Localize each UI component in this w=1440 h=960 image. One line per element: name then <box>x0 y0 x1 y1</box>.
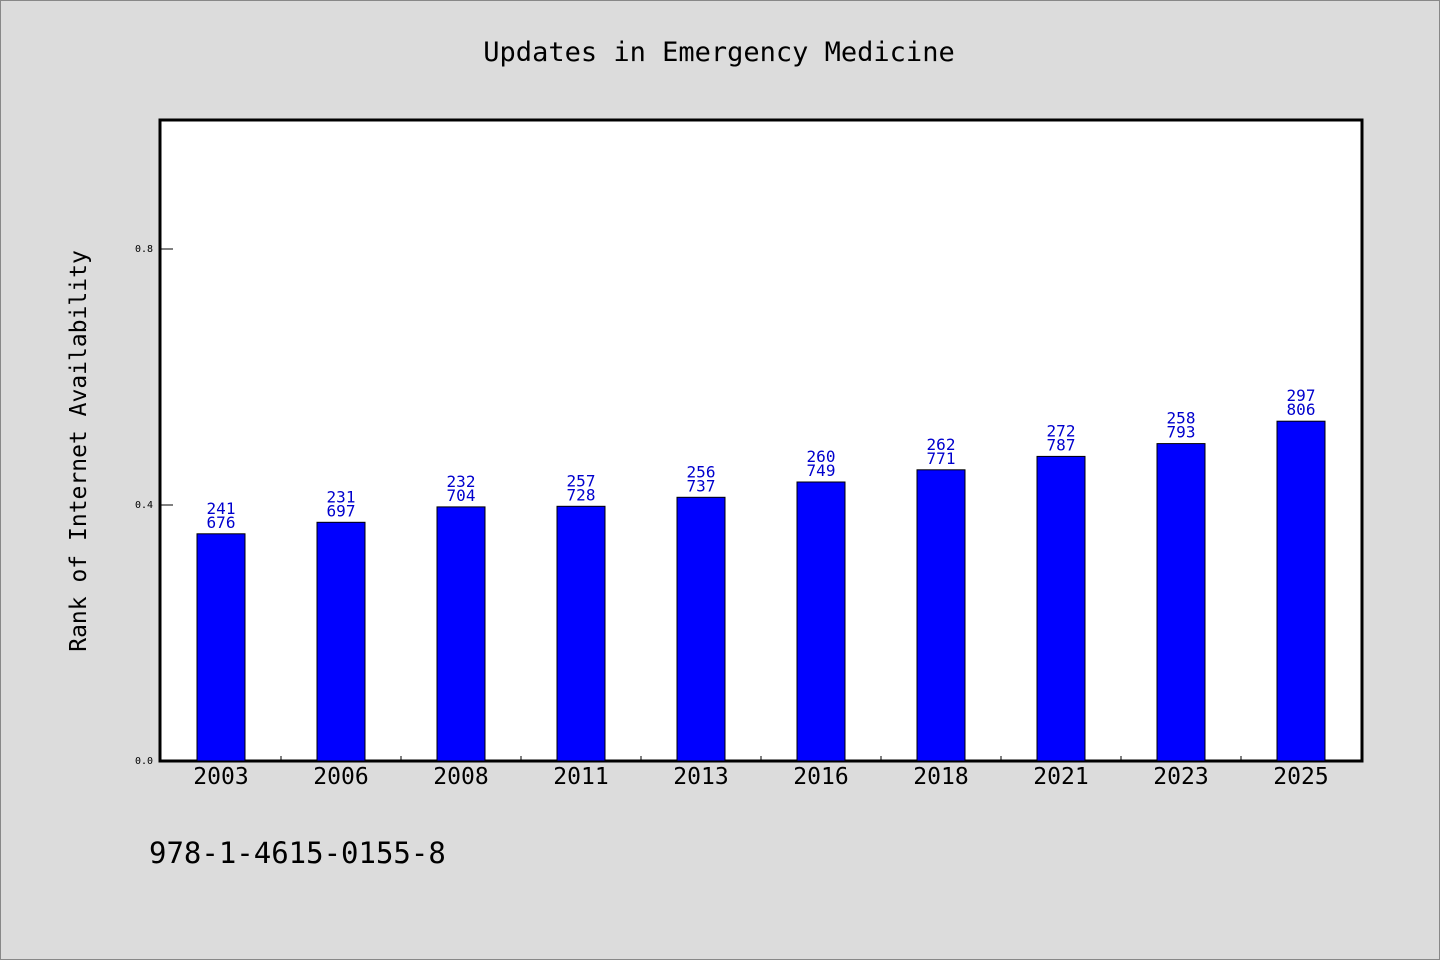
x-tick-label-2003: 2003 <box>193 764 248 790</box>
x-tick-label-2011: 2011 <box>553 764 608 790</box>
data-label-bottom-2018: 771 <box>927 449 956 468</box>
chart-title: Updates in Emergency Medicine <box>483 37 954 68</box>
bar-2025 <box>1276 420 1326 762</box>
bar-2006 <box>316 521 366 762</box>
data-label-top-2025: 297 <box>1287 386 1316 405</box>
isbn-text: 978-1-4615-0155-8 <box>149 836 446 870</box>
data-label-bottom-2006: 697 <box>327 501 356 520</box>
data-label-top-2008: 232 <box>447 472 476 491</box>
x-tick-label-2006: 2006 <box>313 764 368 790</box>
data-label-bottom-2023: 793 <box>1167 423 1196 442</box>
x-tick-label-2016: 2016 <box>793 764 848 790</box>
data-label-top-2023: 258 <box>1167 409 1196 428</box>
y-tick-label: 0.8 <box>135 244 153 255</box>
data-label-top-2016: 260 <box>807 447 836 466</box>
bar-2016 <box>796 481 846 762</box>
bar-2021 <box>1036 455 1086 762</box>
data-label-top-2013: 256 <box>687 462 716 481</box>
data-label-top-2021: 272 <box>1047 421 1076 440</box>
y-axis: 0.0 0.4 0.8 <box>135 244 173 767</box>
bar-2013 <box>676 496 726 762</box>
x-tick-label-2008: 2008 <box>433 764 488 790</box>
bar-2018 <box>916 469 966 762</box>
data-label-bottom-2013: 737 <box>687 476 716 495</box>
bar-2011 <box>556 505 606 762</box>
x-tick-label-2018: 2018 <box>913 764 968 790</box>
data-label-bottom-2011: 728 <box>567 485 596 504</box>
data-label-top-2006: 231 <box>327 487 356 506</box>
x-tick-label-2023: 2023 <box>1153 764 1208 790</box>
bar-2008 <box>436 506 486 762</box>
data-label-bottom-2003: 676 <box>207 513 236 532</box>
bar-2003 <box>196 533 246 762</box>
data-label-bottom-2016: 749 <box>807 461 836 480</box>
data-label-bottom-2008: 704 <box>447 486 476 505</box>
y-tick-label: 0.4 <box>135 500 153 511</box>
x-axis: 2003 2006 2008 2011 2013 2016 2018 2021 2023 2025 <box>193 756 1329 790</box>
data-label-top-2003: 241 <box>207 499 236 518</box>
bars-layer <box>196 420 1326 762</box>
data-label-bottom-2025: 806 <box>1287 400 1316 419</box>
y-tick-label: 0.0 <box>135 756 153 767</box>
data-labels-layer: 2416762316972327042577282567372607492627… <box>207 386 1316 532</box>
y-axis-label: Rank of Internet Availability <box>66 250 92 652</box>
x-tick-label-2021: 2021 <box>1033 764 1088 790</box>
x-tick-label-2013: 2013 <box>673 764 728 790</box>
data-label-top-2018: 262 <box>927 435 956 454</box>
x-tick-label-2025: 2025 <box>1273 764 1328 790</box>
bar-2023 <box>1156 443 1206 762</box>
data-label-top-2011: 257 <box>567 471 596 490</box>
data-label-bottom-2021: 787 <box>1047 435 1076 454</box>
